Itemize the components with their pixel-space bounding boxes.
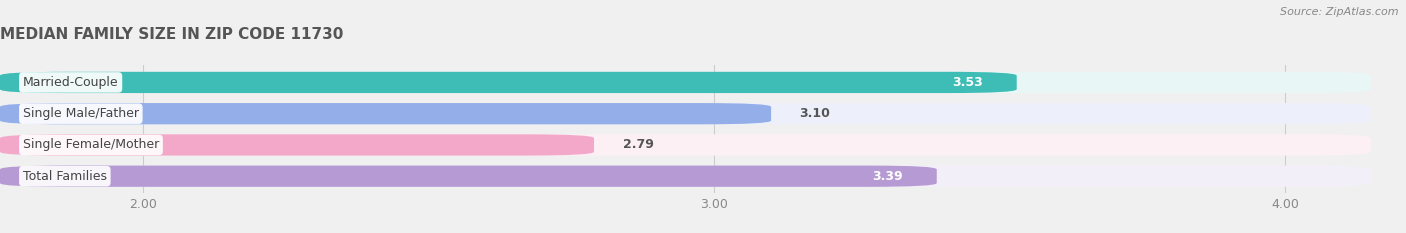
Text: 3.39: 3.39 [872,170,903,183]
FancyBboxPatch shape [0,134,1371,156]
FancyBboxPatch shape [0,72,1371,93]
FancyBboxPatch shape [0,166,1371,187]
FancyBboxPatch shape [0,166,936,187]
Text: Married-Couple: Married-Couple [22,76,118,89]
Text: Single Male/Father: Single Male/Father [22,107,139,120]
Text: 3.53: 3.53 [952,76,983,89]
Text: Single Female/Mother: Single Female/Mother [22,138,159,151]
Text: 2.79: 2.79 [623,138,654,151]
Text: Total Families: Total Families [22,170,107,183]
FancyBboxPatch shape [0,72,1017,93]
Text: 3.10: 3.10 [800,107,831,120]
FancyBboxPatch shape [0,103,770,124]
Text: Source: ZipAtlas.com: Source: ZipAtlas.com [1281,7,1399,17]
Text: MEDIAN FAMILY SIZE IN ZIP CODE 11730: MEDIAN FAMILY SIZE IN ZIP CODE 11730 [0,27,343,42]
FancyBboxPatch shape [0,134,593,156]
FancyBboxPatch shape [0,103,1371,124]
